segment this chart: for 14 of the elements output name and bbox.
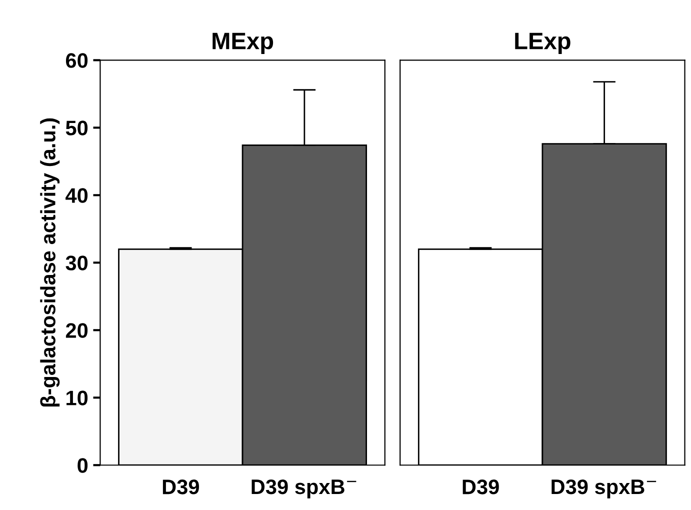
y-axis-title: β-galactosidase activity (a.u.): [40, 118, 60, 406]
y-tick-label: 20: [66, 323, 88, 338]
x-tick-label: D39: [462, 480, 499, 494]
x-tick-label: D39: [162, 480, 199, 494]
chart-title: MExp: [212, 32, 274, 54]
y-tick-label: 50: [66, 120, 88, 136]
y-tick-label: 0: [78, 458, 88, 473]
x-tick-label: D39 spxB$^{−}$: [552, 479, 656, 498]
chart-title: LExp: [515, 32, 570, 54]
y-tick-label: 10: [66, 390, 88, 406]
y-tick-label: 40: [66, 188, 88, 203]
y-tick-label: 30: [66, 256, 88, 270]
x-tick-label: D39 spxB$^{−}$: [252, 479, 356, 498]
y-tick-label: 60: [66, 53, 88, 68]
